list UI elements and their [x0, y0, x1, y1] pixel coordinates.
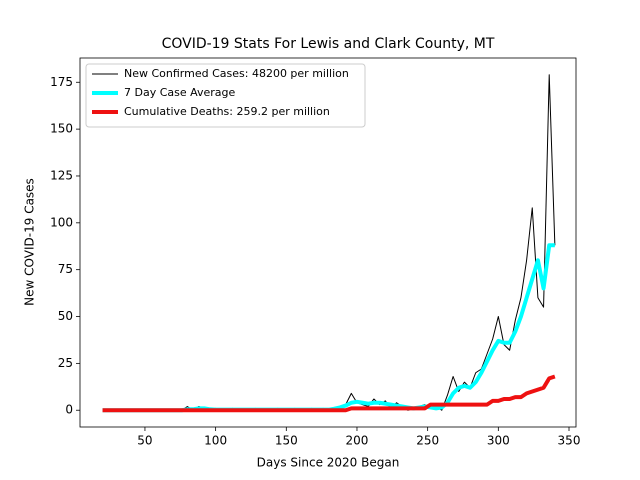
plot-frame — [79, 57, 577, 428]
y-axis-label: New COVID-19 Cases — [23, 178, 37, 306]
y-tick-label: 50 — [58, 309, 73, 323]
x-axis-label: Days Since 2020 Began — [257, 456, 400, 470]
legend-label: New Confirmed Cases: 48200 per million — [124, 67, 349, 80]
x-tick-label: 150 — [275, 434, 298, 448]
x-tick-label: 300 — [487, 434, 510, 448]
y-tick-label: 125 — [50, 168, 73, 182]
x-tick-label: 200 — [346, 434, 369, 448]
x-tick-label: 100 — [204, 434, 227, 448]
y-tick-label: 175 — [50, 75, 73, 89]
x-tick-label: 50 — [137, 434, 152, 448]
x-tick-label: 250 — [416, 434, 439, 448]
y-tick-label: 100 — [50, 215, 73, 229]
chart-title: COVID-19 Stats For Lewis and Clark Count… — [162, 36, 495, 52]
x-tick-label: 350 — [558, 434, 581, 448]
y-tick-label: 0 — [65, 403, 73, 417]
legend-label: 7 Day Case Average — [124, 86, 236, 99]
series-line — [102, 243, 555, 413]
series-line — [102, 374, 556, 413]
legend-label: Cumulative Deaths: 259.2 per million — [124, 105, 330, 118]
y-tick-label: 150 — [50, 122, 73, 136]
y-tick-label: 25 — [58, 356, 73, 370]
y-tick-label: 75 — [58, 262, 73, 276]
legend-box — [85, 63, 366, 128]
